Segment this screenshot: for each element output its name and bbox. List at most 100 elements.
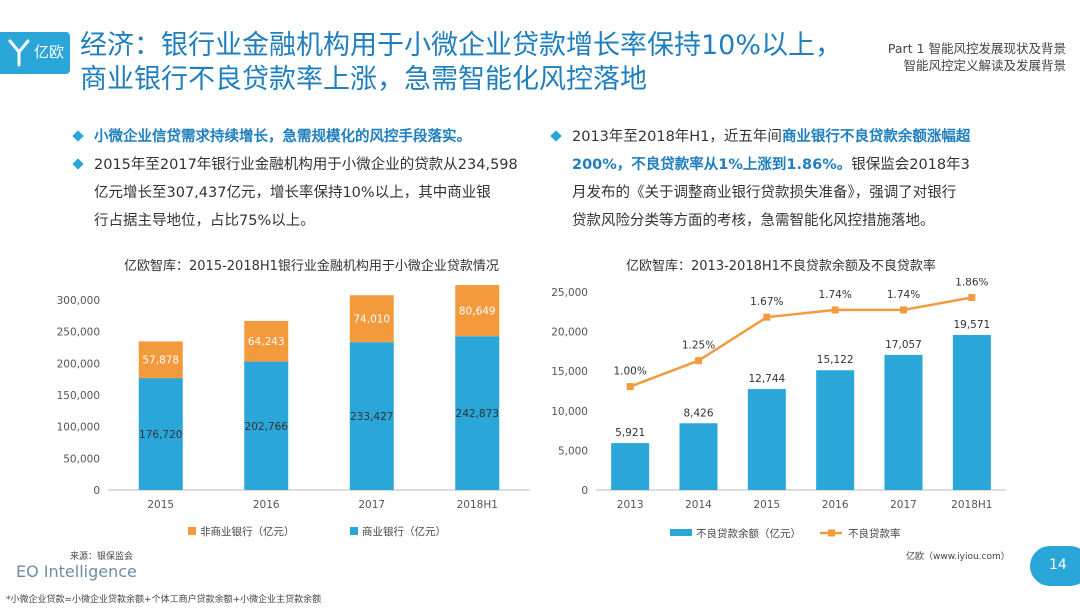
bullet-text: 2013年至2018年H1，近五年间 bbox=[572, 129, 782, 145]
bar-segment bbox=[455, 285, 500, 337]
rate-marker bbox=[695, 357, 702, 365]
bar bbox=[747, 389, 786, 490]
chart-1-stacked-bar: 0 50,000 100,000 150,000 200,000 250,000 300,0… bbox=[57, 285, 530, 538]
bar bbox=[952, 334, 991, 490]
rate-marker bbox=[900, 306, 907, 314]
logo-text: 亿欧 bbox=[34, 43, 65, 61]
logo-y-icon bbox=[8, 39, 30, 67]
y-tick-label: 10,000 bbox=[551, 406, 588, 418]
data-label: 74,010 bbox=[353, 314, 390, 326]
y-tick-label: 0 bbox=[93, 485, 100, 497]
x-tick-label: 2013 bbox=[617, 499, 644, 511]
y-tick-label: 300,000 bbox=[57, 295, 100, 307]
x-tick-label: 2018H1 bbox=[457, 499, 498, 511]
data-label: 202,766 bbox=[245, 421, 289, 433]
bar bbox=[816, 370, 855, 490]
legend-marker bbox=[828, 529, 835, 537]
rate-marker bbox=[626, 383, 634, 391]
part-line-1: Part 1 智能风控发展现状及背景 bbox=[887, 41, 1066, 56]
x-tick-label: 2015 bbox=[753, 499, 780, 511]
y-tick-label: 15,000 bbox=[551, 366, 588, 378]
bullet-highlight: 200%，不良贷款率从1%上涨到1.86%。 bbox=[572, 157, 852, 173]
bullet-text: 贷款风险分类等方面的考核，急需智能化风控措施落地。 bbox=[572, 213, 935, 229]
bullet-item: 小微企业信贷需求持续增长，急需规模化的风控手段落实。 bbox=[72, 123, 542, 151]
y-tick-label: 25,000 bbox=[551, 287, 588, 299]
data-label: 64,243 bbox=[248, 336, 285, 348]
source-note: 来源：银保监会 bbox=[70, 552, 134, 562]
x-tick-label: 2017 bbox=[890, 499, 917, 511]
bullet-item: 2015年至2017年银行业金融机构用于小微企业的贷款从234,598 亿元增长… bbox=[72, 151, 542, 235]
logo: 亿欧 bbox=[0, 32, 70, 74]
bar bbox=[679, 423, 718, 490]
section-label: Part 1 智能风控发展现状及背景 智能风控定义解读及发展背景 bbox=[888, 40, 1066, 74]
rate-marker bbox=[763, 313, 771, 321]
bullet-text: 亿元增长至307,437亿元，增长率保持10%以上，其中商业银 bbox=[94, 185, 491, 201]
x-tick-label: 2016 bbox=[253, 499, 280, 511]
data-label: 12,744 bbox=[748, 373, 785, 385]
site-credit: 亿欧（www.iyiou.com） bbox=[906, 552, 1010, 562]
data-label: 176,720 bbox=[139, 429, 182, 441]
bar-segment bbox=[349, 342, 394, 490]
rate-label: 1.86% bbox=[955, 278, 988, 289]
bar-segment bbox=[349, 295, 394, 343]
diamond-bullet-icon bbox=[550, 130, 562, 142]
left-bullets: 小微企业信贷需求持续增长，急需规模化的风控手段落实。 2015年至2017年银行… bbox=[72, 123, 542, 235]
x-tick-label: 2015 bbox=[147, 499, 174, 511]
x-tick-label: 2018H1 bbox=[951, 499, 992, 511]
rate-label: 1.74% bbox=[818, 289, 851, 301]
diamond-bullet-icon bbox=[72, 158, 84, 170]
part-line-2: 智能风控定义解读及发展背景 bbox=[903, 58, 1066, 73]
y-tick-label: 0 bbox=[581, 485, 588, 497]
page-number: 14 bbox=[1049, 557, 1067, 573]
bullet-text: 行占据主导地位，占比75%以上。 bbox=[94, 213, 315, 229]
rate-label: 1.67% bbox=[750, 296, 783, 308]
legend-swatch bbox=[670, 529, 692, 536]
y-tick-label: 250,000 bbox=[57, 327, 100, 339]
data-label: 57,878 bbox=[142, 355, 179, 367]
data-label: 17,057 bbox=[885, 339, 922, 351]
bar-segment bbox=[244, 320, 289, 362]
data-label: 5,921 bbox=[615, 427, 645, 439]
bullet-line: 200%，不良贷款率从1%上涨到1.86%。银保监会2018年3 bbox=[572, 151, 1020, 179]
bullet-text: 月发布的《关于调整商业银行贷款损失准备》，强调了对银行 bbox=[572, 185, 957, 201]
bullet-text: 2015年至2017年银行业金融机构用于小微企业的贷款从234,598 bbox=[94, 157, 518, 173]
rate-line bbox=[629, 296, 973, 388]
bullet-highlight: 商业银行不良贷款余额涨幅超 bbox=[781, 129, 971, 145]
y-tick-label: 20,000 bbox=[551, 327, 588, 339]
data-label: 233,427 bbox=[350, 411, 393, 423]
legend-swatch bbox=[188, 527, 196, 535]
chart-2-title: 亿欧智库：2013-2018H1不良贷款余额及不良贷款率 bbox=[626, 259, 936, 274]
diamond-bullet-icon bbox=[72, 130, 84, 142]
rate-label: 1.74% bbox=[887, 289, 920, 301]
x-tick-label: 2014 bbox=[685, 499, 712, 511]
bar bbox=[884, 354, 923, 490]
y-tick-label: 5,000 bbox=[558, 445, 588, 457]
rate-marker bbox=[968, 294, 976, 301]
x-tick-label: 2016 bbox=[822, 499, 849, 511]
y-tick-label: 100,000 bbox=[57, 422, 100, 434]
chart-2-bar-line: 0 5,000 10,000 15,000 20,000 25,000 5,921 2013 8… bbox=[551, 278, 1006, 540]
data-label: 15,122 bbox=[817, 354, 854, 366]
y-tick-label: 150,000 bbox=[57, 390, 100, 402]
bar-segment bbox=[138, 378, 183, 490]
right-bullets: 2013年至2018年H1，近五年间商业银行不良贷款余额涨幅超 200%，不良贷… bbox=[550, 123, 1020, 235]
page-number-badge: 14 bbox=[1030, 546, 1080, 586]
footer-brand: EO Intelligence bbox=[16, 562, 137, 581]
bar bbox=[611, 443, 650, 490]
footnote: *小微企业贷款=小微企业贷款余额+个体工商户贷款余额+小微企业主贷款余额 bbox=[6, 595, 322, 605]
legend-swatch bbox=[350, 527, 358, 535]
data-label: 80,649 bbox=[459, 306, 496, 318]
bullet-text: 银保监会2018年3 bbox=[851, 157, 970, 173]
y-tick-label: 50,000 bbox=[63, 453, 100, 465]
bullet-line: 2013年至2018年H1，近五年间商业银行不良贷款余额涨幅超 bbox=[572, 123, 1020, 151]
title-line-1: 经济：银行业金融机构用于小微企业贷款增长率保持10%以上， bbox=[80, 30, 843, 61]
bar-segment bbox=[455, 336, 500, 490]
bullet-item: 2013年至2018年H1，近五年间商业银行不良贷款余额涨幅超 200%，不良贷… bbox=[550, 123, 1020, 235]
data-label: 19,571 bbox=[953, 319, 990, 331]
y-tick-label: 200,000 bbox=[57, 358, 100, 370]
bullet-text: 小微企业信贷需求持续增长，急需规模化的风控手段落实。 bbox=[94, 129, 471, 145]
x-tick-label: 2017 bbox=[358, 499, 385, 511]
data-label: 8,426 bbox=[683, 407, 713, 419]
rate-label: 1.25% bbox=[682, 340, 715, 352]
legend-label: 不良贷款余额（亿元） bbox=[696, 527, 801, 540]
